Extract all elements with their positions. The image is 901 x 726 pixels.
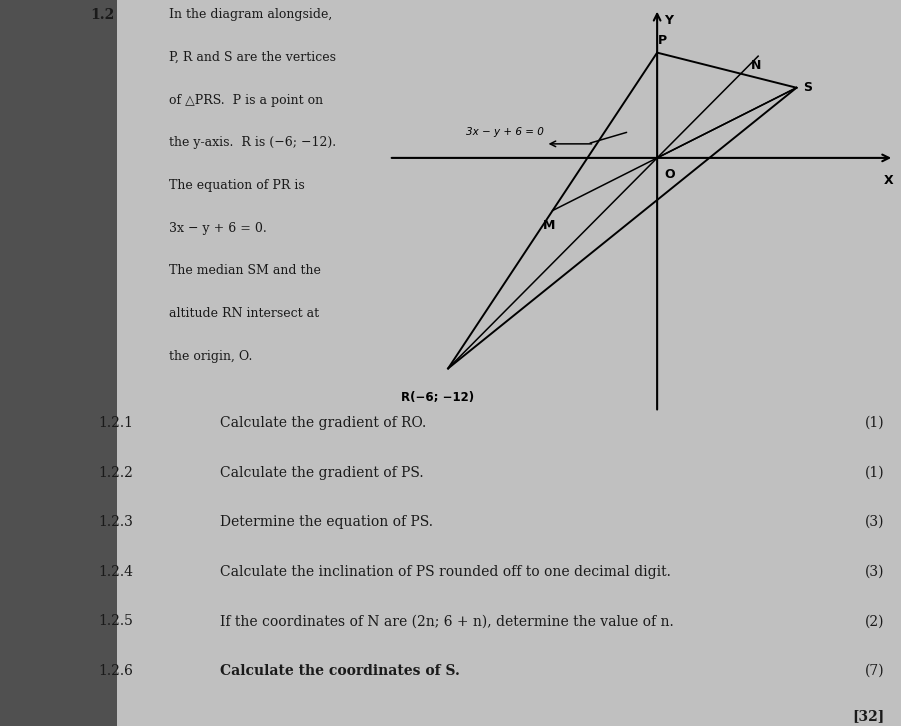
Text: M: M (543, 219, 555, 232)
Text: 1.2: 1.2 (90, 8, 114, 22)
Text: Y: Y (664, 14, 673, 27)
Text: Calculate the gradient of PS.: Calculate the gradient of PS. (220, 465, 423, 480)
Text: P: P (658, 34, 667, 47)
Text: (1): (1) (865, 416, 885, 430)
Text: The median SM and the: The median SM and the (169, 264, 322, 277)
Text: S: S (804, 81, 813, 94)
Text: 1.2.1: 1.2.1 (98, 416, 133, 430)
Text: 3x − y + 6 = 0: 3x − y + 6 = 0 (466, 126, 543, 136)
Text: altitude RN intersect at: altitude RN intersect at (169, 307, 320, 320)
Text: (3): (3) (865, 515, 885, 529)
Text: (7): (7) (865, 664, 885, 677)
Text: the origin, O.: the origin, O. (169, 350, 253, 363)
Text: If the coordinates of N are (2n; 6 + n), determine the value of n.: If the coordinates of N are (2n; 6 + n),… (220, 614, 674, 628)
Text: Calculate the coordinates of S.: Calculate the coordinates of S. (220, 664, 460, 677)
Text: 3x − y + 6 = 0.: 3x − y + 6 = 0. (169, 221, 267, 234)
Text: P, R and S are the vertices: P, R and S are the vertices (169, 51, 336, 64)
Text: 1.2.4: 1.2.4 (98, 565, 133, 579)
Text: the y-axis.  R is (−6; −12).: the y-axis. R is (−6; −12). (169, 136, 336, 150)
Text: In the diagram alongside,: In the diagram alongside, (169, 8, 332, 21)
Text: The equation of PR is: The equation of PR is (169, 179, 305, 192)
Text: O: O (664, 168, 675, 182)
Text: (2): (2) (865, 614, 885, 628)
Text: N: N (751, 59, 761, 72)
Text: 1.2.5: 1.2.5 (98, 614, 133, 628)
Text: (1): (1) (865, 465, 885, 480)
Text: 1.2.2: 1.2.2 (98, 465, 133, 480)
Text: Determine the equation of PS.: Determine the equation of PS. (220, 515, 432, 529)
Text: 1.2.3: 1.2.3 (98, 515, 133, 529)
Text: R(−6; −12): R(−6; −12) (401, 391, 474, 404)
Text: 1.2.6: 1.2.6 (98, 664, 133, 677)
Text: [32]: [32] (852, 709, 885, 723)
Text: Calculate the gradient of RO.: Calculate the gradient of RO. (220, 416, 426, 430)
Text: X: X (884, 174, 893, 187)
Text: of △PRS.  P is a point on: of △PRS. P is a point on (169, 94, 323, 107)
Text: (3): (3) (865, 565, 885, 579)
Text: Calculate the inclination of PS rounded off to one decimal digit.: Calculate the inclination of PS rounded … (220, 565, 670, 579)
